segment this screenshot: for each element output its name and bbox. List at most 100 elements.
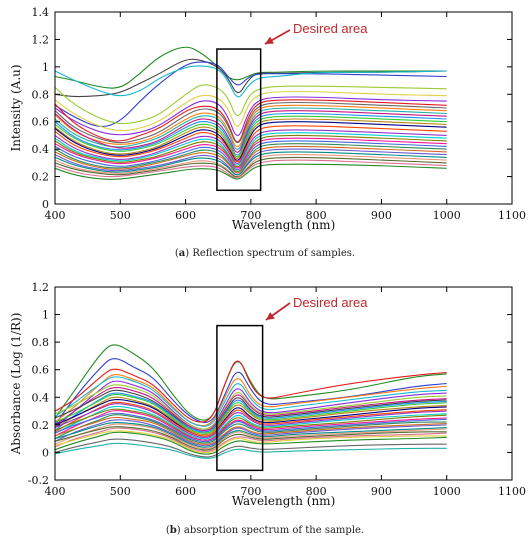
caption-text: Reflection spectrum of samples. [192, 248, 355, 259]
panel-letter: a [179, 248, 186, 259]
series-line [54, 121, 447, 161]
y-tick-label: 0 [42, 446, 49, 459]
series-line [54, 145, 447, 174]
series-line [54, 143, 447, 172]
series-line [54, 129, 447, 164]
y-tick-label: 1.2 [32, 281, 50, 294]
y-tick-label: 0 [42, 198, 49, 211]
annotation-arrowhead [266, 312, 275, 320]
series-line [54, 423, 447, 450]
x-tick-label: 500 [110, 485, 131, 498]
series-line [54, 384, 447, 430]
series-line [54, 387, 447, 432]
series-line [54, 84, 447, 125]
series-line [54, 393, 447, 434]
series-line [54, 134, 447, 168]
plot-area: 400 500 600 700 800 900 1000 1100 -0.2 0 0.2 0.4 0.6… [28, 281, 526, 498]
y-tick-label: 0.6 [32, 116, 50, 129]
axes-frame [54, 286, 513, 481]
x-tick-label: 600 [175, 485, 196, 498]
series-line [54, 104, 447, 148]
y-tick-label: 0.2 [32, 171, 50, 184]
series-line [54, 90, 447, 132]
panel-b-absorption-chart: 400 500 600 700 800 900 1000 1100 -0.2 0 0.2 0.4 0.6… [9, 281, 526, 536]
series-line [54, 132, 447, 166]
y-axis-label: Absorbance (Log (1/R)) [9, 313, 23, 456]
y-tick-label: 1.2 [32, 33, 50, 46]
series-line [54, 412, 447, 443]
panel-caption: (a) Reflection spectrum of samples. [175, 248, 355, 259]
series-line [54, 405, 447, 440]
series-line [54, 96, 447, 137]
plot-area: 400 500 600 700 800 900 1000 1100 0 0.2 0.4 0.6 0.8 1… [32, 6, 527, 222]
x-tick-label: 1100 [498, 485, 526, 498]
x-tick-label: 900 [371, 485, 392, 498]
y-tick-label: 0.8 [32, 336, 50, 349]
x-tick-label: 500 [110, 209, 131, 222]
annotation-label: Desired area [293, 21, 368, 36]
series-line [54, 46, 447, 89]
series-line [54, 438, 447, 458]
x-tick-label: 1000 [433, 209, 461, 222]
series-line [54, 101, 447, 144]
series-line [54, 140, 447, 171]
x-tick-label: 1000 [433, 485, 461, 498]
y-tick-label: 0.2 [32, 419, 50, 432]
x-tick-label: 400 [45, 485, 66, 498]
series-line [54, 151, 447, 176]
annotation-arrowhead [265, 36, 274, 44]
caption-text: absorption spectrum of the sample. [184, 525, 364, 536]
x-axis-label: Wavelength (nm) [232, 494, 336, 508]
y-tick-label: -0.2 [28, 474, 49, 487]
y-tick-label: 0.4 [32, 391, 50, 404]
series-line [54, 112, 447, 156]
series-line [54, 392, 447, 433]
series-line [54, 65, 447, 98]
panel-letter: b [170, 525, 177, 536]
y-tick-label: 0.8 [32, 88, 50, 101]
x-tick-label: 400 [45, 209, 66, 222]
series-line [54, 137, 447, 169]
series-line [54, 430, 447, 454]
x-tick-label: 1100 [498, 209, 526, 222]
series-line [54, 154, 447, 178]
x-tick-label: 600 [175, 209, 196, 222]
series-line [54, 107, 447, 150]
panel-caption: (b) absorption spectrum of the sample. [166, 525, 364, 536]
x-tick-label: 900 [371, 209, 392, 222]
series-line [54, 118, 447, 159]
series-line [54, 148, 447, 176]
series-line [54, 99, 447, 143]
x-tick-label: 800 [306, 485, 327, 498]
series-line [54, 401, 447, 437]
series-line [54, 58, 447, 98]
series-line [54, 360, 447, 423]
series-line [54, 414, 447, 444]
series-line [54, 419, 447, 447]
series-line [54, 442, 447, 459]
series-line [54, 403, 447, 439]
axes-frame [54, 11, 513, 205]
series-line [54, 396, 447, 436]
y-tick-label: 1.4 [32, 6, 50, 19]
series-line [54, 156, 447, 178]
series-line [54, 427, 447, 452]
x-tick-label: 700 [240, 485, 261, 498]
y-tick-label: 0.4 [32, 143, 50, 156]
series-line [54, 163, 447, 180]
series-line [54, 159, 447, 179]
y-axis-label: Intensity (A.u) [9, 64, 23, 151]
series-line [54, 125, 447, 163]
series-line [54, 416, 447, 445]
x-tick-label: 700 [240, 209, 261, 222]
x-axis-label: Wavelength (nm) [232, 218, 336, 232]
series-line [54, 110, 447, 153]
y-tick-label: 1 [42, 309, 49, 322]
desired-area-box [216, 48, 262, 192]
series-line [54, 376, 447, 427]
y-tick-label: 0.6 [32, 364, 50, 377]
panel-a-reflection-chart: 400 500 600 700 800 900 1000 1100 0 0.2 0.4 0.6 0.8 1… [9, 6, 526, 259]
annotation-label: Desired area [293, 295, 368, 310]
series-line [54, 431, 447, 455]
